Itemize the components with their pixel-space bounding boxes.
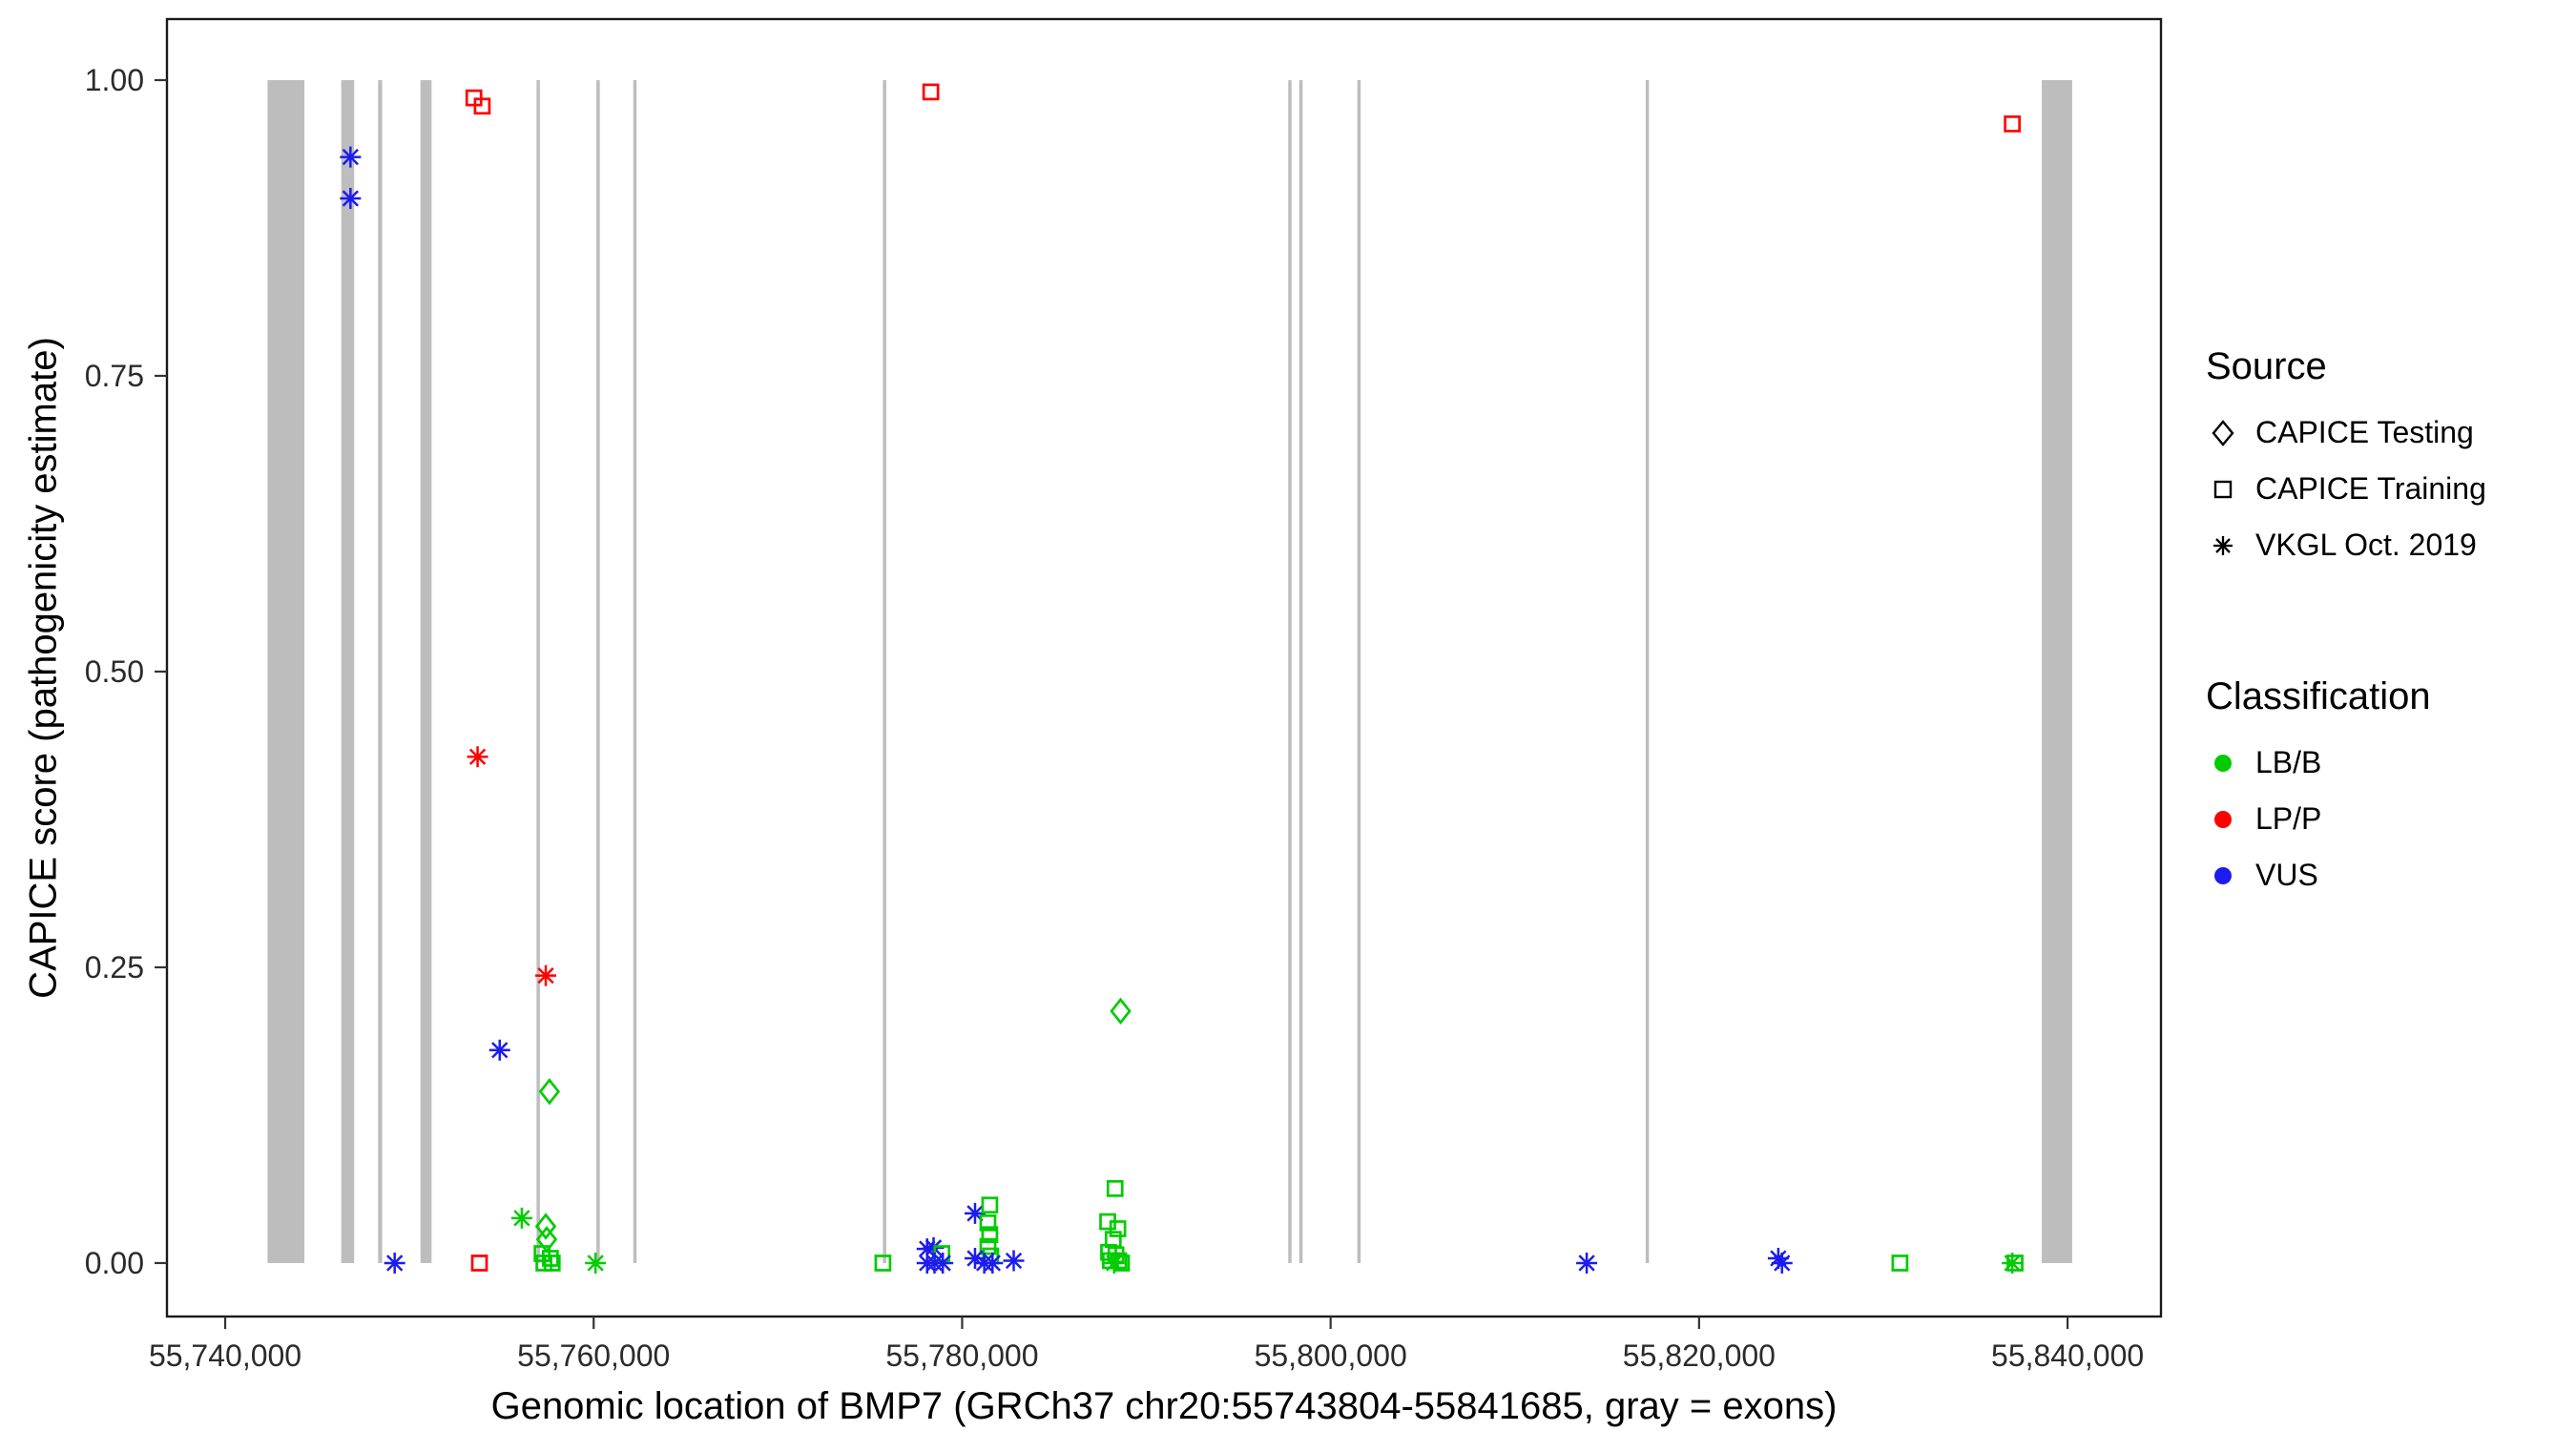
exon-bar bbox=[2042, 79, 2072, 1263]
asterisk-icon bbox=[2213, 535, 2233, 555]
point-square bbox=[1112, 1255, 1131, 1272]
point-asterisk bbox=[384, 1252, 405, 1274]
open-square-icon bbox=[2213, 480, 2233, 498]
exon-bar bbox=[1357, 79, 1361, 1263]
legend-item-label: CAPICE Training bbox=[2255, 471, 2486, 506]
exon-bar bbox=[536, 79, 540, 1263]
legend-classification-group: Classification LB/B LP/P VUS bbox=[2206, 675, 2486, 914]
point-square bbox=[543, 1255, 561, 1272]
point-square bbox=[874, 1255, 892, 1272]
legend-item-label: VKGL Oct. 2019 bbox=[2255, 528, 2477, 562]
point-asterisk bbox=[1576, 1252, 1598, 1274]
x-tick-label: 55,740,000 bbox=[149, 1338, 301, 1373]
x-axis-title: Genomic location of BMP7 (GRCh37 chr20:5… bbox=[490, 1385, 1838, 1427]
point-square bbox=[1891, 1255, 1909, 1272]
point-square bbox=[1109, 1220, 1127, 1237]
point-asterisk bbox=[340, 187, 362, 209]
green-dot-icon bbox=[2214, 754, 2232, 772]
point-asterisk bbox=[932, 1252, 954, 1274]
y-tick-label: 0.50 bbox=[85, 654, 144, 689]
legend-source-title: Source bbox=[2206, 345, 2327, 387]
exon-bar bbox=[633, 79, 637, 1263]
point-diamond bbox=[538, 1077, 561, 1106]
point-diamond bbox=[534, 1213, 557, 1240]
point-square bbox=[979, 1237, 997, 1255]
exon-bar bbox=[883, 79, 886, 1263]
point-asterisk bbox=[585, 1252, 607, 1274]
legend-item-vus: VUS bbox=[2206, 858, 2486, 893]
x-tick-label: 55,840,000 bbox=[1991, 1338, 2144, 1373]
point-square bbox=[979, 1213, 997, 1232]
legend-item-label: LP/P bbox=[2255, 801, 2322, 836]
legend-item-lbb: LB/B bbox=[2206, 745, 2486, 780]
y-tick-label: 0.75 bbox=[85, 359, 144, 393]
point-asterisk bbox=[982, 1252, 1004, 1274]
x-tick-label: 55,760,000 bbox=[517, 1338, 670, 1373]
point-asterisk bbox=[1771, 1252, 1793, 1274]
point-diamond bbox=[1110, 997, 1132, 1026]
exon-bar bbox=[378, 79, 383, 1263]
x-tick-label: 55,820,000 bbox=[1623, 1338, 1776, 1373]
legend-item-capice-testing: CAPICE Testing bbox=[2206, 415, 2486, 450]
point-asterisk bbox=[488, 1039, 510, 1061]
exon-bar bbox=[1645, 79, 1650, 1263]
legend-classification-title: Classification bbox=[2206, 675, 2431, 717]
panel-border bbox=[165, 17, 2163, 1318]
legend-item-lpp: LP/P bbox=[2206, 801, 2486, 837]
legend-item-capice-training: CAPICE Training bbox=[2206, 471, 2486, 507]
point-square bbox=[2006, 1255, 2024, 1272]
point-asterisk bbox=[467, 746, 488, 768]
y-tick-label: 0.00 bbox=[85, 1246, 144, 1280]
exon-bar bbox=[341, 79, 355, 1263]
legend-item-label: VUS bbox=[2255, 858, 2318, 892]
exon-bar bbox=[420, 79, 432, 1263]
legend: Source CAPICE Testing CAPICE Training bbox=[2206, 345, 2486, 914]
point-square bbox=[470, 1255, 488, 1272]
exon-bar bbox=[596, 79, 600, 1263]
y-tick-label: 0.25 bbox=[85, 950, 144, 985]
point-asterisk bbox=[535, 964, 557, 986]
y-tick-label: 1.00 bbox=[85, 63, 144, 97]
open-diamond-icon bbox=[2212, 419, 2234, 446]
legend-item-label: CAPICE Testing bbox=[2255, 415, 2474, 449]
exon-bar bbox=[1298, 79, 1303, 1263]
point-asterisk bbox=[964, 1247, 986, 1269]
legend-item-vkgl: VKGL Oct. 2019 bbox=[2206, 528, 2486, 563]
exon-bar bbox=[1288, 79, 1292, 1263]
point-asterisk bbox=[340, 146, 362, 168]
point-square bbox=[1106, 1179, 1124, 1197]
legend-source-group: Source CAPICE Testing CAPICE Training bbox=[2206, 345, 2486, 584]
point-square bbox=[981, 1196, 999, 1214]
point-square bbox=[922, 83, 940, 101]
x-tick-label: 55,780,000 bbox=[885, 1338, 1038, 1373]
blue-dot-icon bbox=[2214, 866, 2232, 884]
legend-item-label: LB/B bbox=[2255, 745, 2322, 779]
exon-bar bbox=[267, 79, 305, 1263]
y-axis-title: CAPICE score (pathogenicity estimate) bbox=[22, 337, 65, 999]
red-dot-icon bbox=[2214, 810, 2232, 828]
point-asterisk bbox=[510, 1207, 532, 1229]
point-square bbox=[473, 97, 491, 115]
point-square bbox=[2004, 115, 2022, 133]
point-square bbox=[981, 1226, 999, 1244]
point-asterisk bbox=[1003, 1250, 1025, 1272]
x-tick-label: 55,800,000 bbox=[1255, 1338, 1407, 1373]
